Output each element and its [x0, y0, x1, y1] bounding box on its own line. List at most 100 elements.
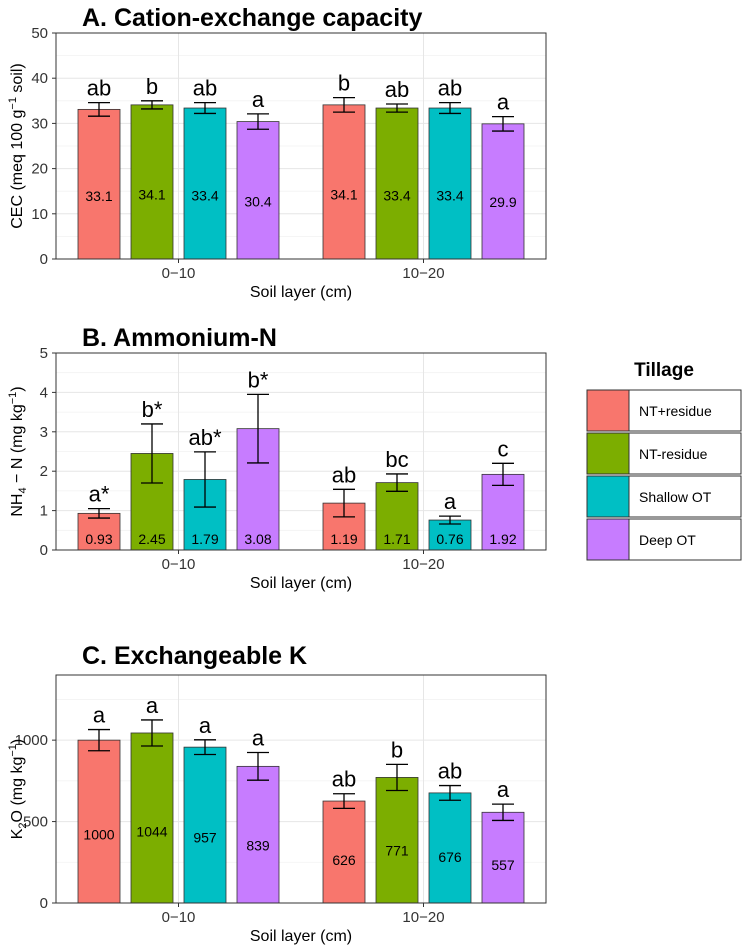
error-bar: [386, 103, 408, 113]
error-bar: [386, 473, 408, 492]
bar-value-label: 676: [438, 849, 462, 865]
x-axis-label: Soil layer (cm): [250, 575, 352, 592]
significance-letter: a: [497, 90, 510, 115]
error-bar: [141, 100, 163, 110]
legend-label: Shallow OT: [639, 489, 712, 505]
error-bar: [333, 793, 355, 810]
legend-label: Deep OT: [639, 532, 696, 548]
error-bar: [386, 763, 408, 792]
y-tick-label: 3: [40, 424, 48, 441]
bar-value-label: 0.76: [436, 531, 463, 547]
x-axis-label: Soil layer (cm): [250, 284, 352, 301]
panel-title: B. Ammonium-N: [82, 324, 277, 352]
bar-value-label: 34.1: [330, 186, 357, 202]
y-tick-label: 10: [31, 206, 48, 223]
panel-3: 1000 a 1044 a 957 a 839 a 0−10 626 ab 771 b 676 ab 557 a…: [7, 642, 547, 945]
plot-border: [55, 32, 547, 260]
plot-border: [55, 674, 547, 904]
legend-item-nt-residue: NT-residue: [586, 432, 742, 475]
bar-nt-residue-1: [130, 104, 174, 260]
x-tick-label: 0−10: [162, 265, 196, 282]
panel-title: C. Exchangeable K: [82, 642, 307, 670]
y-tick-label: 500: [23, 814, 48, 831]
legend-swatch: [586, 518, 630, 561]
error-bar: [194, 451, 216, 508]
bar-shallow-ot-1: [183, 746, 227, 904]
y-tick-label: 1: [40, 503, 48, 520]
legend-label: NT+residue: [639, 403, 712, 419]
significance-letter: ab: [438, 76, 462, 101]
bar-value-label: 3.08: [244, 531, 271, 547]
significance-letter: a: [93, 703, 106, 728]
y-tick-label: 4: [40, 384, 48, 401]
bar-value-label: 1000: [83, 827, 114, 843]
x-tick-label: 0−10: [162, 909, 196, 926]
bar-value-label: 1.19: [330, 531, 357, 547]
error-bar: [492, 462, 514, 487]
panel-title: A. Cation-exchange capacity: [82, 4, 422, 32]
legend: Tillage NT+residue NT-residue Shallow OT Dee…: [586, 360, 742, 561]
significance-letter: a: [146, 693, 159, 718]
bar-nt-residue-2: [375, 777, 419, 904]
significance-letter: ab*: [188, 425, 221, 450]
significance-letter: a: [252, 726, 265, 751]
significance-letter: ab: [332, 462, 356, 487]
panel-1: 33.1 ab 34.1 b 33.4 ab 30.4 a 0−10 34.1 b 33.4 ab 33.…: [7, 4, 547, 301]
legend-item-shallow-ot: Shallow OT: [586, 475, 742, 518]
significance-letter: b: [146, 74, 158, 99]
error-bar: [333, 96, 355, 113]
bar-nt-residue-2: [375, 482, 419, 551]
x-axis-label: Soil layer (cm): [250, 928, 352, 945]
bar-shallow-ot-2: [428, 519, 472, 551]
plot-border: [55, 352, 547, 551]
error-bar: [88, 728, 110, 752]
bar-nt-residue-1: [130, 732, 174, 904]
bar-value-label: 30.4: [244, 193, 271, 209]
bar-shallow-ot-2: [428, 107, 472, 260]
bar-value-label: 626: [332, 852, 356, 868]
error-bar: [247, 751, 269, 781]
bar-deep-ot-1: [236, 765, 280, 904]
error-bar: [141, 719, 163, 747]
bar-deep-ot-2: [481, 123, 525, 260]
significance-letter: ab: [193, 76, 217, 101]
legend-item-deep-ot: Deep OT: [586, 518, 742, 561]
bar-deep-ot-2: [481, 811, 525, 904]
error-bar: [194, 101, 216, 115]
y-tick-label: 2: [40, 463, 48, 480]
significance-letter: a: [444, 489, 457, 514]
error-bar: [439, 784, 461, 801]
error-bar: [439, 515, 461, 525]
significance-letter: a: [497, 777, 510, 802]
significance-letter: ab: [87, 76, 111, 101]
bar-value-label: 771: [385, 842, 409, 858]
error-bar: [194, 739, 216, 756]
bar-value-label: 957: [193, 830, 217, 846]
error-bar: [333, 488, 355, 518]
bar-deep-ot-2: [481, 473, 525, 551]
error-bar: [141, 423, 163, 484]
significance-letter: a: [252, 87, 265, 112]
bar-shallow-ot-1: [183, 107, 227, 260]
y-tick-label: 5: [40, 345, 48, 362]
bar-nt-residue-2: [375, 107, 419, 260]
plot-background: [56, 675, 546, 903]
y-tick-label: 0: [40, 251, 48, 268]
y-axis-label: NH4 − N (mg kg−1): [7, 386, 29, 516]
x-tick-label: 10−20: [402, 556, 444, 573]
bar-value-label: 34.1: [138, 186, 165, 202]
bar-value-label: 0.93: [85, 531, 112, 547]
bar-nt-residue-1: [77, 108, 121, 260]
bar-value-label: 33.4: [436, 188, 463, 204]
bar-value-label: 1.79: [191, 531, 218, 547]
y-tick-label: 0: [40, 542, 48, 559]
error-bar: [247, 113, 269, 130]
bar-value-label: 1.92: [489, 531, 516, 547]
bar-deep-ot-1: [236, 121, 280, 260]
legend-swatch: [586, 389, 630, 432]
bar-value-label: 33.1: [85, 188, 112, 204]
panel-2: 0.93 a* 2.45 b* 1.79 ab* 3.08 b* 0−10 1.19 ab 1.71 b…: [7, 324, 547, 592]
y-tick-label: 20: [31, 161, 48, 178]
bar-nt-residue-1: [77, 739, 121, 904]
